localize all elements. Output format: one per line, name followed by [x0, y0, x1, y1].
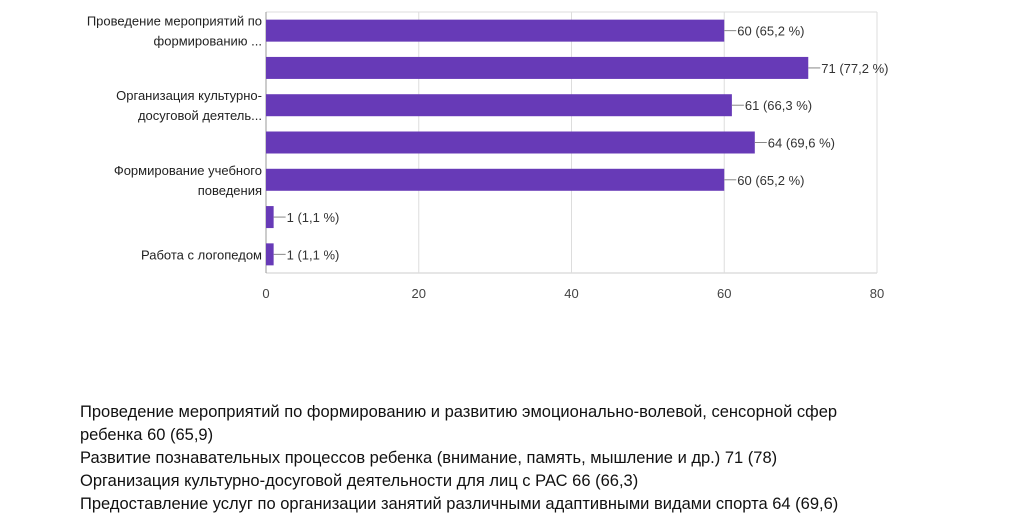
- data-label: 71 (77,2 %): [821, 61, 888, 76]
- bar: [266, 243, 274, 266]
- bar: [266, 56, 809, 79]
- chart-bars: 60 (65,2 %) 71 (77,2 %) 61 (66,3 %) 64 (69,…: [266, 19, 888, 266]
- data-label: 64 (69,6 %): [768, 136, 835, 151]
- category-label: Формирование учебного поведения: [114, 163, 262, 198]
- category-labels: Проведение мероприятий по формированию ..…: [87, 14, 262, 263]
- note-line: Развитие познавательных процессов ребенк…: [80, 449, 778, 467]
- note-line: Предоставление услуг по организации заня…: [80, 495, 839, 513]
- bar-chart: 60 (65,2 %) 71 (77,2 %) 61 (66,3 %) 64 (69,…: [87, 11, 888, 301]
- x-axis-ticks: 0 20 40 60 80: [262, 286, 884, 301]
- category-label: Проведение мероприятий по формированию ..…: [87, 14, 262, 49]
- category-label: Организация культурно-досуговой деятель.…: [116, 88, 262, 123]
- note-line: Проведение мероприятий по формированию и…: [80, 403, 838, 421]
- data-label: 60 (65,2 %): [737, 24, 804, 39]
- x-tick-label: 40: [564, 286, 578, 301]
- note-line: Организация культурно-досуговой деятельн…: [80, 472, 639, 490]
- x-tick-label: 80: [870, 286, 884, 301]
- note-line: ребенка 60 (65,9): [80, 426, 214, 444]
- bar: [266, 94, 732, 117]
- bar: [266, 206, 274, 229]
- data-label: 1 (1,1 %): [287, 247, 340, 262]
- bar: [266, 168, 725, 191]
- x-tick-label: 20: [412, 286, 426, 301]
- bar: [266, 131, 755, 154]
- x-tick-label: 60: [717, 286, 731, 301]
- data-label: 61 (66,3 %): [745, 98, 812, 113]
- notes-text: Проведение мероприятий по формированию и…: [80, 401, 1020, 516]
- data-label: 1 (1,1 %): [287, 210, 340, 225]
- bar: [266, 19, 725, 42]
- data-label: 60 (65,2 %): [737, 173, 804, 188]
- x-tick-label: 0: [262, 286, 269, 301]
- category-label: Работа с логопедом: [141, 247, 262, 262]
